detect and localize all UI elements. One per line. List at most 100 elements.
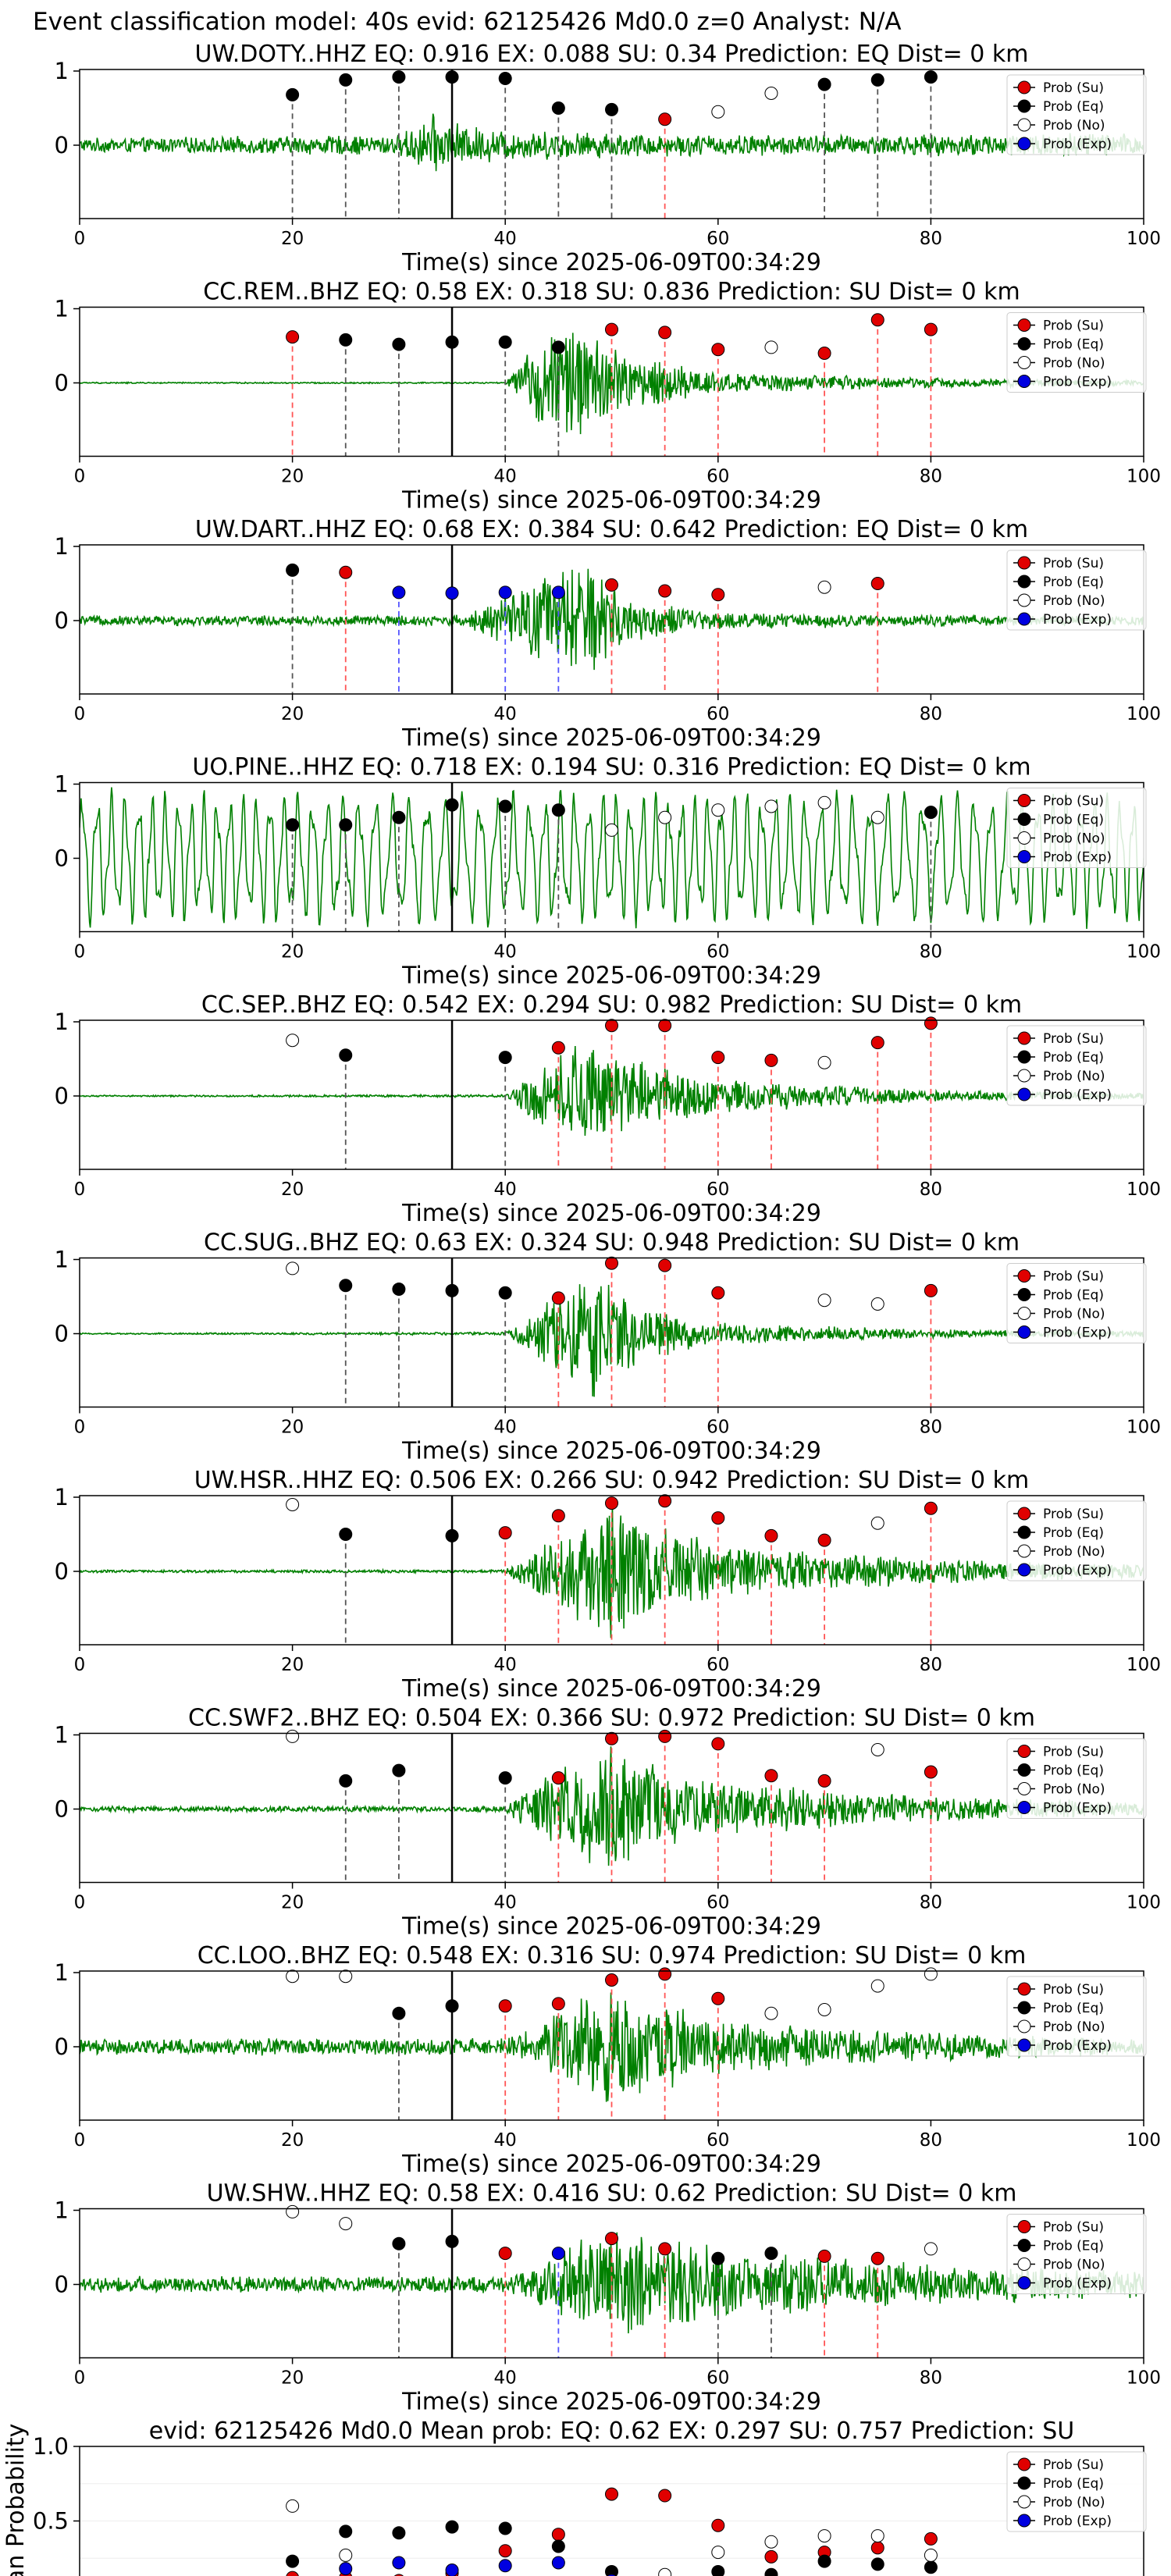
p7-legend-frame	[1006, 1500, 1147, 1582]
p2-prob-marker-0	[286, 330, 300, 344]
p4-prob-marker-4	[498, 799, 512, 813]
p9-legend-marker-2	[1017, 2019, 1031, 2033]
p5-xtick-label-5: 100	[1127, 1179, 1161, 1200]
p9-prob-marker-5	[551, 1997, 565, 2011]
p3-xlabel: Time(s) since 2025-06-09T00:34:29	[401, 724, 821, 752]
p10-xtick-label-1: 20	[281, 2368, 304, 2389]
panel-6: CC.SUG..BHZ EQ: 0.63 EX: 0.324 SU: 0.948…	[55, 1229, 1161, 1465]
p9-xtick-label-0: 0	[74, 2130, 86, 2151]
p2-prob-marker-5	[551, 340, 565, 354]
p1-prob-marker-1	[339, 73, 353, 87]
p10-xlabel: Time(s) since 2025-06-09T00:34:29	[401, 2389, 821, 2416]
p2-legend-marker-2	[1017, 356, 1031, 369]
p1-prob-marker-9	[764, 87, 778, 100]
panel-11: evid: 62125426 Md0.0 Mean prob: EQ: 0.62…	[2, 2418, 1147, 2576]
p2-title: CC.REM..BHZ EQ: 0.58 EX: 0.318 SU: 0.836…	[203, 279, 1020, 306]
figure-title: Event classification model: 40s evid: 62…	[33, 8, 902, 36]
p10-prob-marker-0	[286, 2204, 300, 2218]
p8-xtick-label-5: 100	[1127, 1893, 1161, 1913]
p4-waveform	[80, 787, 1144, 929]
p11-legend-marker-0	[1017, 2457, 1031, 2471]
p7-waveform	[80, 1503, 1144, 1638]
p11-legend-marker-3	[1017, 2514, 1031, 2528]
p4-xtick-label-1: 20	[281, 942, 304, 962]
p4-prob-marker-3	[445, 798, 459, 812]
p11-series-2-point-1	[339, 2548, 353, 2562]
p10-prob-marker-11	[870, 2251, 884, 2265]
p11-series-3-point-1	[339, 2562, 353, 2576]
p7-legend-label-0: Prob (Su)	[1043, 1507, 1104, 1522]
p6-ytick-label-0: 1	[55, 1247, 69, 1273]
p1-legend-marker-0	[1017, 80, 1031, 94]
p9-title: CC.LOO..BHZ EQ: 0.548 EX: 0.316 SU: 0.97…	[198, 1942, 1027, 1969]
p1-prob-marker-2	[392, 70, 406, 84]
p4-legend-frame	[1006, 788, 1147, 868]
p3-xtick-label-2: 40	[494, 704, 517, 724]
p7-prob-marker-3	[498, 1526, 512, 1540]
p7-prob-marker-7	[711, 1511, 725, 1525]
p1-prob-marker-12	[924, 70, 938, 84]
p2-legend: Prob (Su) Prob (Eq) Prob (No) Prob (Exp)	[1006, 312, 1147, 393]
p1-legend: Prob (Su) Prob (Eq) Prob (No) Prob (Exp)	[1006, 74, 1147, 155]
p5-legend-marker-3	[1017, 1087, 1031, 1101]
p6-legend-frame	[1006, 1263, 1147, 1343]
p4-xtick-label-4: 80	[920, 942, 942, 962]
p2-prob-marker-4	[498, 335, 512, 349]
p2-ytick-label-1: 0	[55, 370, 69, 397]
p5-ytick-label-0: 1	[55, 1009, 69, 1035]
p8-legend: Prob (Su) Prob (Eq) Prob (No) Prob (Exp)	[1006, 1738, 1147, 1819]
p4-prob-marker-2	[392, 810, 406, 824]
p3-prob-marker-5	[551, 585, 565, 600]
p2-prob-marker-9	[764, 340, 778, 354]
panels: UW.DOTY..HHZ EQ: 0.916 EX: 0.088 SU: 0.3…	[2, 41, 1161, 2576]
p11-legend-marker-1	[1017, 2476, 1031, 2490]
p1-prob-marker-10	[817, 77, 831, 91]
p2-prob-marker-6	[605, 322, 618, 336]
p3-legend-label-3: Prob (Exp)	[1043, 612, 1112, 628]
p4-xtick-label-2: 40	[494, 942, 517, 962]
p6-legend-label-0: Prob (Su)	[1043, 1269, 1104, 1285]
p7-prob-marker-4	[551, 1509, 565, 1523]
p1-prob-marker-3	[445, 70, 459, 84]
p10-legend-marker-3	[1017, 2276, 1031, 2290]
p3-prob-marker-6	[605, 578, 618, 592]
p11-series-1-point-3	[445, 2520, 459, 2534]
p8-xtick-label-3: 60	[707, 1893, 729, 1913]
p11-series-0-point-6	[605, 2487, 618, 2501]
p8-prob-marker-9	[817, 1774, 831, 1788]
p10-legend-label-1: Prob (Eq)	[1043, 2239, 1104, 2254]
p7-prob-marker-11	[924, 1501, 938, 1515]
p7-legend-marker-3	[1017, 1563, 1031, 1577]
p8-prob-marker-0	[286, 1729, 300, 1743]
p11-series-2-point-0	[286, 2499, 300, 2513]
p11-series-3-point-2	[392, 2556, 406, 2570]
panel-3: UW.DART..HHZ EQ: 0.68 EX: 0.384 SU: 0.64…	[55, 516, 1161, 752]
p11-series-0-point-7	[658, 2489, 672, 2503]
p2-waveform	[80, 333, 1144, 435]
p7-legend-marker-1	[1017, 1525, 1031, 1539]
p4-title: UO.PINE..HHZ EQ: 0.718 EX: 0.194 SU: 0.3…	[192, 754, 1030, 781]
p8-legend-label-2: Prob (No)	[1043, 1782, 1105, 1798]
p3-legend-marker-3	[1017, 612, 1031, 626]
p6-legend-label-2: Prob (No)	[1043, 1307, 1105, 1322]
p9-legend-label-2: Prob (No)	[1043, 2019, 1105, 2035]
p6-prob-marker-10	[870, 1297, 884, 1311]
p8-xtick-label-2: 40	[494, 1893, 517, 1913]
p2-legend-marker-0	[1017, 318, 1031, 332]
p3-legend: Prob (Su) Prob (Eq) Prob (No) Prob (Exp)	[1006, 550, 1147, 631]
p7-prob-marker-6	[658, 1494, 672, 1508]
p11-series-0-point-2	[393, 2574, 404, 2576]
p1-legend-label-2: Prob (No)	[1043, 118, 1105, 133]
p1-legend-frame	[1006, 74, 1147, 155]
p1-xtick-label-5: 100	[1127, 229, 1161, 249]
p1-prob-marker-5	[551, 101, 565, 115]
p9-legend-label-1: Prob (Eq)	[1043, 2001, 1104, 2016]
p6-xtick-label-3: 60	[707, 1418, 729, 1438]
p4-ytick-label-1: 0	[55, 845, 69, 872]
p5-legend-marker-1	[1017, 1050, 1031, 1064]
p10-prob-marker-2	[392, 2236, 406, 2250]
p10-legend-marker-1	[1017, 2239, 1031, 2252]
p6-prob-marker-9	[817, 1293, 831, 1308]
p10-prob-marker-8	[711, 2251, 725, 2265]
p7-ytick-label-1: 0	[55, 1558, 69, 1585]
